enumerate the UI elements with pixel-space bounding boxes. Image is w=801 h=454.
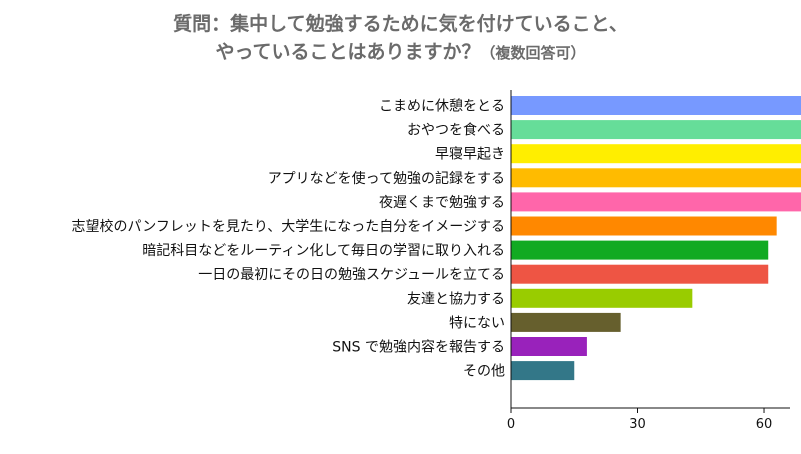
category-label-7: 暗記科目などをルーティン化して毎日の学習に取り入れる <box>142 242 505 259</box>
category-label-3: 早寝早起き <box>435 146 505 163</box>
chart-title-line-2: やっていることはありますか？（複数回答可） <box>0 38 801 67</box>
bar-11 <box>511 337 587 356</box>
bar-8 <box>511 264 769 284</box>
bar-5 <box>511 192 801 212</box>
category-label-10: 特にない <box>449 315 505 331</box>
x-tick-label-60: 60 <box>756 417 773 432</box>
chart-title-line-2-main: やっていることはありますか？ <box>215 41 481 63</box>
category-label-1: こまめに休憩をとる <box>379 98 505 115</box>
category-label-12: その他 <box>463 364 505 380</box>
bar-1 <box>511 96 801 115</box>
bar-10 <box>511 312 621 332</box>
category-label-9: 友達と協力する <box>407 291 505 307</box>
bar-3 <box>511 144 801 164</box>
category-label-4: アプリなどを使って勉強の記録をする <box>268 170 505 187</box>
category-label-5: 夜遅くまで勉強する <box>379 195 505 211</box>
x-tick-label-0: 0 <box>507 417 515 432</box>
bar-4 <box>511 168 801 188</box>
chart-title-line-1: 質問：集中して勉強するために気を付けていること、 <box>173 13 628 35</box>
category-label-8: 一日の最初にその日の勉強スケジュールを立てる <box>198 266 505 283</box>
x-tick-label-30: 30 <box>629 417 646 432</box>
bar-12 <box>511 361 575 381</box>
bar-7 <box>511 240 769 260</box>
category-label-2: おやつを食べる <box>407 122 505 139</box>
bar-9 <box>511 288 693 308</box>
bar-2 <box>511 120 801 140</box>
chart-title: 質問：集中して勉強するために気を付けていること、 やっていることはありますか？（… <box>0 10 801 67</box>
category-label-6: 志望校のパンフレットを見たり、大学生になった自分をイメージする <box>72 218 505 235</box>
bar-6 <box>511 216 777 236</box>
chart-title-note: （複数回答可） <box>480 44 586 62</box>
category-label-11: SNS で勉強内容を報告する <box>332 339 505 356</box>
